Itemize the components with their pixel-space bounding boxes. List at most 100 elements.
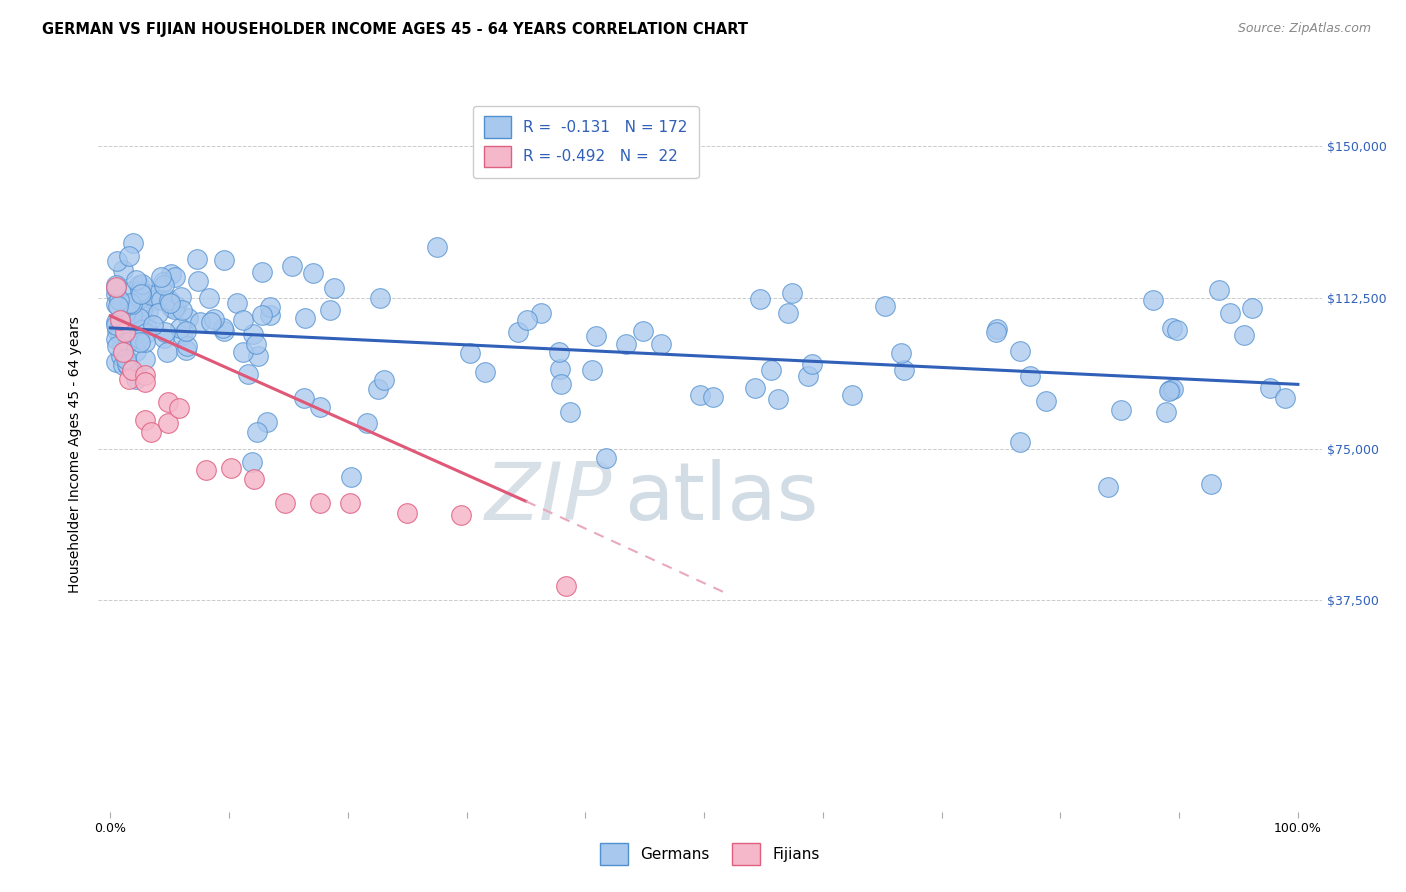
Y-axis label: Householder Income Ages 45 - 64 years: Householder Income Ages 45 - 64 years <box>69 317 83 593</box>
Point <box>110 349 132 363</box>
Point <box>128 297 150 311</box>
Point <box>186 252 208 267</box>
Point <box>202 311 225 326</box>
Point <box>1160 320 1182 334</box>
Point <box>214 324 236 338</box>
Point <box>309 401 332 415</box>
Point <box>554 579 576 593</box>
Text: atlas: atlas <box>624 458 818 537</box>
Point <box>114 310 136 324</box>
Point <box>319 303 342 318</box>
Point <box>132 291 155 305</box>
Point <box>356 416 378 430</box>
Point <box>129 287 152 301</box>
Point <box>170 302 193 317</box>
Point <box>156 416 179 430</box>
Point <box>211 320 233 334</box>
Point <box>150 293 173 307</box>
Point <box>245 337 267 351</box>
Point <box>1208 283 1230 297</box>
Point <box>1274 391 1296 405</box>
Point <box>167 401 190 415</box>
Point <box>121 297 143 311</box>
Point <box>558 405 581 419</box>
Point <box>984 325 1007 339</box>
Point <box>986 322 1008 336</box>
Point <box>108 293 131 308</box>
Point <box>105 332 128 346</box>
Point <box>105 339 128 353</box>
Point <box>1019 369 1042 384</box>
Point <box>139 288 162 302</box>
Point <box>120 284 142 298</box>
Point <box>128 285 150 299</box>
Point <box>761 363 783 377</box>
Point <box>247 349 270 363</box>
Point <box>125 273 148 287</box>
Point <box>111 336 134 351</box>
Point <box>744 381 766 395</box>
Text: GERMAN VS FIJIAN HOUSEHOLDER INCOME AGES 45 - 64 YEARS CORRELATION CHART: GERMAN VS FIJIAN HOUSEHOLDER INCOME AGES… <box>42 22 748 37</box>
Point <box>226 296 249 310</box>
Point <box>395 506 418 520</box>
Point <box>585 329 607 343</box>
Point <box>841 388 863 402</box>
Point <box>548 345 571 359</box>
Point <box>139 425 162 439</box>
Point <box>120 295 142 310</box>
Point <box>105 355 128 369</box>
Point <box>128 335 150 350</box>
Point <box>117 359 139 373</box>
Point <box>550 377 572 392</box>
Point <box>170 290 193 304</box>
Point <box>195 463 218 477</box>
Point <box>159 300 181 314</box>
Point <box>121 363 143 377</box>
Point <box>124 328 146 343</box>
Point <box>131 302 153 317</box>
Point <box>796 369 818 384</box>
Point <box>188 315 211 329</box>
Point <box>1233 328 1256 343</box>
Point <box>129 291 152 305</box>
Point <box>153 326 176 340</box>
Point <box>122 235 145 250</box>
Point <box>152 278 174 293</box>
Point <box>105 297 128 311</box>
Point <box>134 351 156 366</box>
Point <box>157 293 180 307</box>
Point <box>294 310 316 325</box>
Point <box>107 299 129 313</box>
Point <box>801 357 824 371</box>
Point <box>174 324 197 338</box>
Point <box>142 318 165 332</box>
Point <box>117 335 139 350</box>
Point <box>169 321 191 335</box>
Point <box>176 310 198 325</box>
Point <box>125 368 148 382</box>
Point <box>156 345 179 359</box>
Point <box>614 337 637 351</box>
Point <box>165 299 187 313</box>
Point <box>134 368 156 383</box>
Point <box>581 363 603 377</box>
Point <box>105 281 128 295</box>
Point <box>159 296 181 310</box>
Point <box>163 269 186 284</box>
Point <box>105 277 128 292</box>
Point <box>142 293 165 307</box>
Legend: Germans, Fijians: Germans, Fijians <box>589 832 831 875</box>
Point <box>131 277 153 292</box>
Point <box>426 240 449 254</box>
Point <box>125 343 148 358</box>
Point <box>595 450 617 465</box>
Point <box>1010 435 1032 450</box>
Point <box>172 327 194 342</box>
Point <box>129 286 152 301</box>
Point <box>136 287 159 301</box>
Point <box>156 395 179 409</box>
Point <box>250 265 273 279</box>
Point <box>1159 383 1181 397</box>
Point <box>187 274 209 288</box>
Point <box>128 311 150 326</box>
